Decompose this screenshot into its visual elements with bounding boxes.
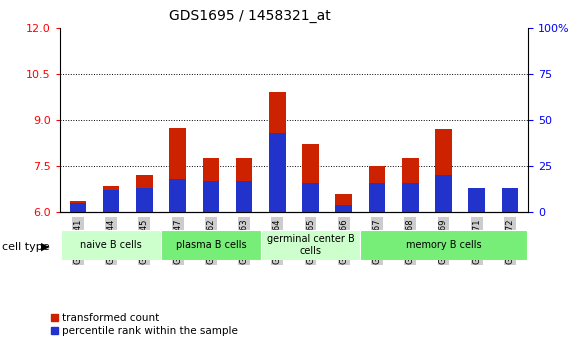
Text: GDS1695 / 1458321_at: GDS1695 / 1458321_at xyxy=(169,9,331,23)
Bar xyxy=(336,205,352,212)
Bar xyxy=(402,158,419,212)
Bar xyxy=(136,175,153,212)
Text: memory B cells: memory B cells xyxy=(406,240,481,250)
FancyBboxPatch shape xyxy=(61,230,161,260)
Text: cell type: cell type xyxy=(2,242,50,252)
Bar xyxy=(269,133,286,212)
Bar xyxy=(502,188,518,212)
Bar xyxy=(203,181,219,212)
Bar xyxy=(70,201,86,212)
Bar xyxy=(435,175,452,212)
Bar xyxy=(70,203,86,212)
Bar xyxy=(435,129,452,212)
FancyBboxPatch shape xyxy=(361,230,527,260)
Bar xyxy=(136,188,153,212)
Bar xyxy=(369,166,385,212)
Bar xyxy=(402,183,419,212)
Bar xyxy=(236,158,252,212)
Bar xyxy=(169,128,186,212)
Bar xyxy=(336,194,352,212)
Bar xyxy=(103,186,119,212)
FancyBboxPatch shape xyxy=(261,230,361,260)
Text: germinal center B
cells: germinal center B cells xyxy=(267,234,354,256)
Bar xyxy=(269,92,286,212)
Legend: transformed count, percentile rank within the sample: transformed count, percentile rank withi… xyxy=(51,313,238,336)
Text: naive B cells: naive B cells xyxy=(80,240,142,250)
Bar xyxy=(469,188,485,212)
Bar xyxy=(103,190,119,212)
Text: plasma B cells: plasma B cells xyxy=(176,240,246,250)
Bar xyxy=(302,183,319,212)
Text: ▶: ▶ xyxy=(41,242,50,252)
FancyBboxPatch shape xyxy=(161,230,261,260)
Bar xyxy=(236,181,252,212)
Bar xyxy=(169,179,186,212)
Bar xyxy=(502,192,518,212)
Bar xyxy=(203,158,219,212)
Bar xyxy=(369,183,385,212)
Bar xyxy=(302,145,319,212)
Bar xyxy=(469,188,485,212)
